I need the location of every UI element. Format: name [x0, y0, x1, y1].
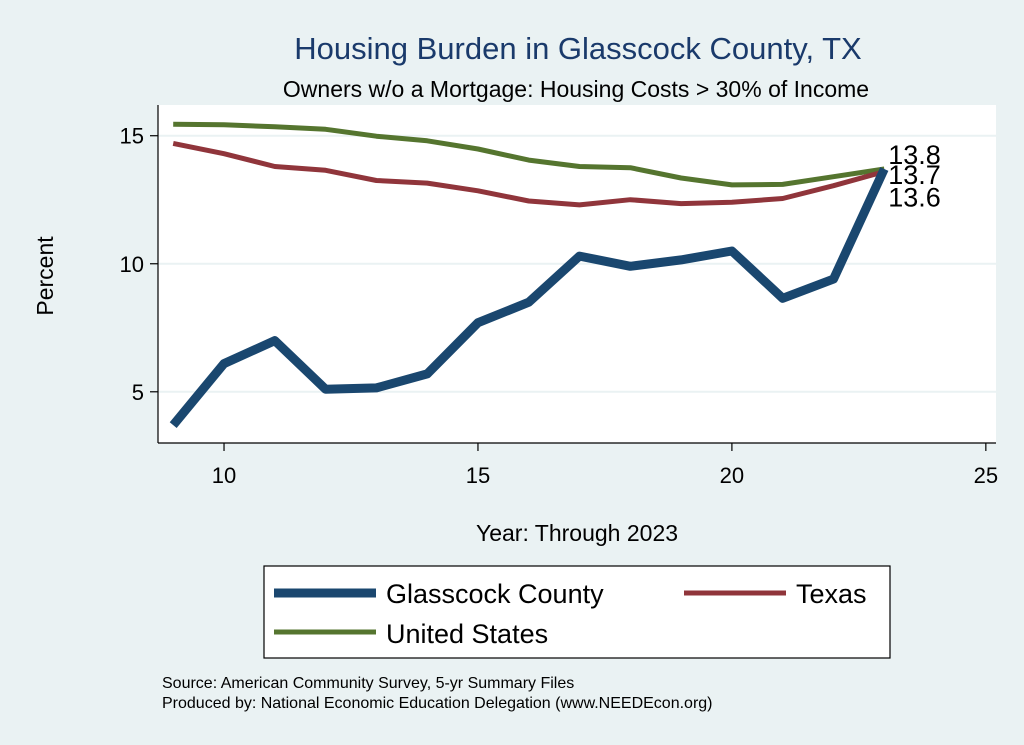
- legend-label-us: United States: [386, 619, 548, 649]
- source-note: Source: American Community Survey, 5-yr …: [162, 675, 574, 692]
- axes: [157, 105, 996, 444]
- x-tick-label: 10: [212, 463, 236, 488]
- x-axis-title: Year: Through 2023: [476, 520, 678, 546]
- chart-subtitle: Owners w/o a Mortgage: Housing Costs > 3…: [283, 76, 869, 102]
- legend-label-texas: Texas: [796, 579, 867, 609]
- series-line-texas: [172, 140, 885, 208]
- legend-box: [263, 565, 891, 659]
- y-tick-label: 15: [120, 124, 144, 149]
- x-tick-label: 25: [974, 463, 998, 488]
- y-axis-title: Percent: [32, 236, 58, 316]
- chart-title: Housing Burden in Glasscock County, TX: [294, 31, 862, 66]
- legend-label-glasscock: Glasscock County: [386, 579, 604, 609]
- x-tick-label: 15: [466, 463, 490, 488]
- end-label-glasscock: 13.7: [888, 160, 941, 190]
- end-label-texas: 13.6: [888, 183, 941, 213]
- plot-area: [158, 105, 996, 443]
- end-labels: 13.813.713.6: [888, 140, 941, 213]
- y-tick-label: 5: [132, 380, 144, 405]
- y-tick-label: 10: [120, 252, 144, 277]
- series-line-us: [173, 121, 885, 188]
- x-tick-label: 20: [720, 463, 744, 488]
- ticks: 5 10 15 10 15 20 25: [120, 124, 999, 488]
- producer-note: Produced by: National Economic Education…: [162, 695, 713, 712]
- series-line-glasscock: [169, 167, 889, 428]
- series-lines: [169, 121, 889, 428]
- end-label-us: 13.8: [888, 140, 941, 170]
